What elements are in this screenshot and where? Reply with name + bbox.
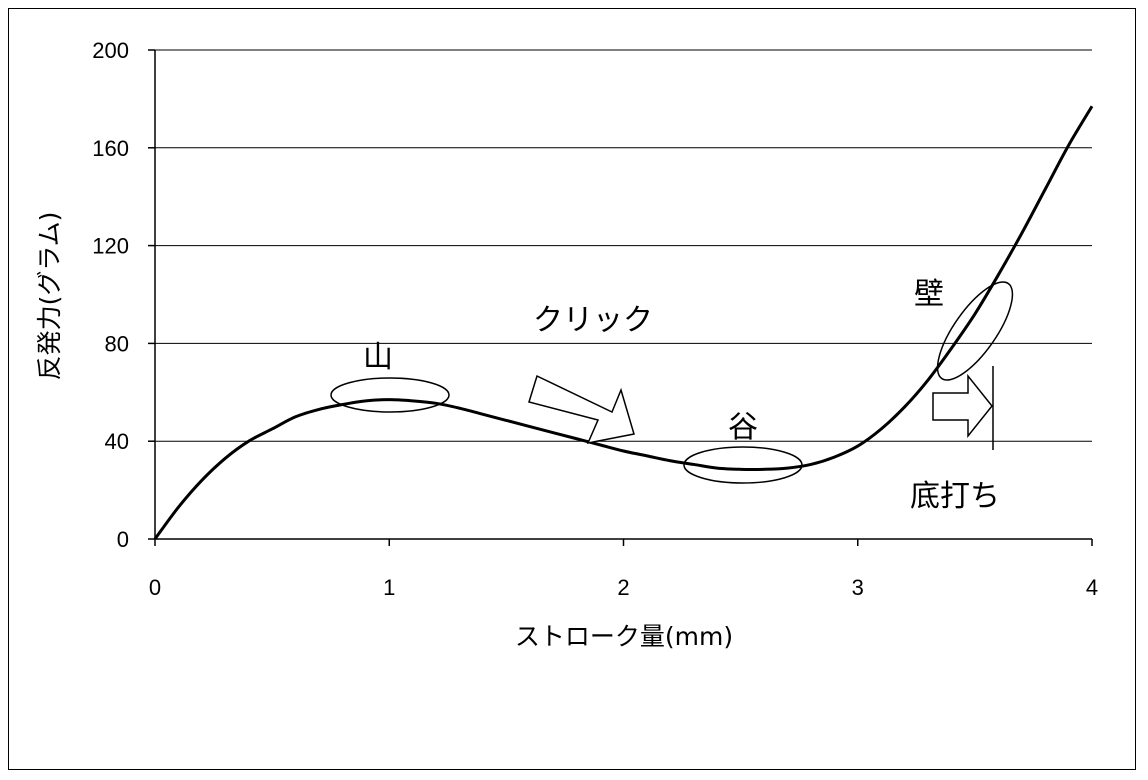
x-tick-label: 0 [149, 575, 161, 600]
wall-label: 壁 [914, 277, 944, 312]
y-tick-label: 120 [92, 234, 129, 259]
y-tick-label: 200 [92, 38, 129, 63]
bottom-out-arrow-icon [932, 373, 993, 439]
chart-frame [8, 8, 1136, 770]
x-tick-label: 1 [383, 575, 395, 600]
x-tick-label: 3 [852, 575, 864, 600]
bottom-out-label: 底打ち [910, 479, 1000, 514]
x-tick-labels: 0 1 2 3 4 [149, 539, 1098, 600]
y-tick-label: 80 [105, 331, 129, 356]
valley-marker [683, 446, 803, 484]
annotations: 山 クリック 谷 壁 底打ち [330, 277, 1014, 514]
y-tick-labels: 0 40 80 120 160 200 [92, 38, 155, 552]
x-axis-title: ストローク量(mm) [515, 622, 733, 651]
wall-marker [936, 281, 1014, 381]
y-tick-label: 0 [117, 527, 129, 552]
peak-label: 山 [363, 340, 393, 375]
series-line [153, 105, 1094, 540]
valley-label: 谷 [728, 410, 758, 445]
click-arrow-icon [528, 374, 635, 445]
x-tick-label: 4 [1086, 575, 1098, 600]
y-axis-title: 反発力(グラム) [35, 212, 64, 381]
peak-marker [330, 377, 450, 413]
x-tick-label: 2 [617, 575, 629, 600]
click-label: クリック [533, 303, 653, 338]
axes [154, 50, 1092, 540]
y-tick-label: 160 [92, 136, 129, 161]
y-tick-label: 40 [105, 429, 129, 454]
gridlines [155, 49, 1092, 442]
